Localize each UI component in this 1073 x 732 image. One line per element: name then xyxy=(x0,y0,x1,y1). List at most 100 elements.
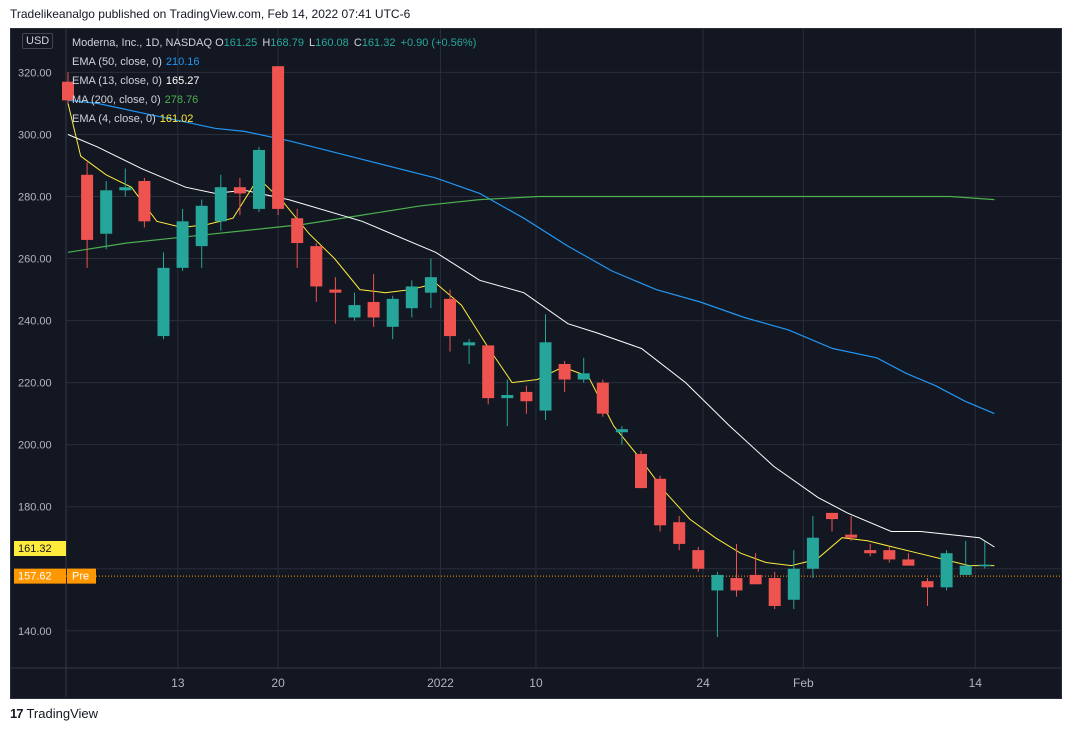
candle-body xyxy=(596,382,609,414)
indicator-value: 210.16 xyxy=(165,56,200,68)
ema50-line xyxy=(67,99,995,415)
candle-body xyxy=(310,246,323,287)
candle-body xyxy=(787,568,800,600)
indicator-label: MA (200, close, 0) xyxy=(72,94,161,106)
change-value: +0.90 (+0.56%) xyxy=(400,37,477,49)
candle-body xyxy=(692,550,705,569)
candle-body xyxy=(845,534,858,538)
candle-body xyxy=(100,190,113,234)
candle-body xyxy=(62,81,74,101)
candle-body xyxy=(539,342,552,411)
price-label-box xyxy=(14,541,66,556)
ma200-line xyxy=(67,195,995,253)
candle-body xyxy=(883,550,896,560)
indicator-label: EMA (4, close, 0) xyxy=(72,113,156,125)
y-tick-label: 180.00 xyxy=(18,502,52,514)
candle-body xyxy=(81,174,94,240)
x-tick-label: 14 xyxy=(969,676,983,690)
candle-body xyxy=(405,286,418,309)
candle-body xyxy=(501,395,514,399)
indicator-label: EMA (13, close, 0) xyxy=(72,75,162,87)
y-tick-label: 300.00 xyxy=(18,129,52,141)
low-label: L xyxy=(309,37,316,49)
symbol-name: Moderna, Inc., 1D, NASDAQ xyxy=(72,37,212,49)
indicator-row-ma200[interactable]: MA (200, close, 0) 278.76 xyxy=(72,91,478,110)
ema13-line xyxy=(67,134,995,548)
y-tick-label: 240.00 xyxy=(18,316,52,328)
price-label-text: 161.32 xyxy=(18,543,52,555)
candle-body xyxy=(959,565,972,575)
close-label: C xyxy=(353,37,362,49)
candle-body xyxy=(615,429,628,433)
publisher-header: Tradelikeanalgo published on TradingView… xyxy=(10,7,411,21)
candle-body xyxy=(806,537,819,569)
candle-body xyxy=(176,221,189,268)
x-tick-label: 20 xyxy=(271,676,285,690)
indicator-value: 165.27 xyxy=(165,75,200,87)
candle-body xyxy=(157,267,170,337)
candle-body xyxy=(826,512,838,520)
candle-body xyxy=(291,218,304,244)
candle-body xyxy=(978,564,991,567)
candle-body xyxy=(520,391,533,402)
indicator-row-ema50[interactable]: EMA (50, close, 0) 210.16 xyxy=(72,53,478,72)
y-tick-label: 220.00 xyxy=(18,378,52,390)
candle-body xyxy=(444,298,456,337)
candle-body xyxy=(214,187,227,222)
indicator-row-ema4[interactable]: EMA (4, close, 0) 161.02 xyxy=(72,110,478,129)
indicator-value: 161.02 xyxy=(159,113,194,125)
y-tick-label: 320.00 xyxy=(18,67,52,79)
candle-body xyxy=(348,305,361,318)
candle-body xyxy=(272,66,285,209)
candle-body xyxy=(233,187,246,194)
ema4-line xyxy=(67,103,995,567)
low-value: 160.08 xyxy=(315,37,349,49)
x-tick-label: 10 xyxy=(529,676,543,690)
x-tick-label: Feb xyxy=(793,676,814,690)
x-tick-label: 13 xyxy=(171,676,185,690)
high-label: H xyxy=(262,37,271,49)
x-tick-label: 24 xyxy=(696,676,710,690)
open-value: 161.25 xyxy=(223,37,258,49)
candle-body xyxy=(673,522,686,544)
candle-body xyxy=(119,187,132,191)
currency-badge[interactable]: USD xyxy=(22,33,54,49)
candle-body xyxy=(558,364,571,380)
tradingview-logo-icon: 17 xyxy=(10,706,24,721)
y-tick-label: 260.00 xyxy=(18,254,52,266)
candle-body xyxy=(463,342,476,346)
candle-body xyxy=(329,289,342,293)
open-label: O xyxy=(215,37,224,49)
chart-legend: Moderna, Inc., 1D, NASDAQ O161.25 H168.7… xyxy=(72,34,478,129)
candle-body xyxy=(768,578,781,606)
candle-body xyxy=(138,180,151,222)
candle-body xyxy=(577,373,590,380)
candle-body xyxy=(424,277,437,293)
candle-body xyxy=(635,453,647,489)
indicator-value: 278.76 xyxy=(164,94,199,106)
brand-name: TradingView xyxy=(26,706,99,721)
y-tick-label: 280.00 xyxy=(18,192,52,204)
candle-body xyxy=(864,550,877,554)
high-value: 168.79 xyxy=(270,37,304,49)
candle-body xyxy=(711,574,724,591)
close-value: 161.32 xyxy=(361,37,396,49)
indicator-row-ema13[interactable]: EMA (13, close, 0) 165.27 xyxy=(72,72,478,91)
price-label-box xyxy=(14,568,66,584)
candle-body xyxy=(921,581,934,588)
footer[interactable]: 17 TradingView xyxy=(10,706,98,721)
x-tick-label: 2022 xyxy=(427,676,454,690)
candle-body xyxy=(367,301,380,318)
candle-body xyxy=(730,578,743,591)
y-tick-label: 140.00 xyxy=(18,626,52,638)
candle-body xyxy=(654,478,667,526)
candle-body xyxy=(902,559,915,566)
candle-body xyxy=(749,574,762,585)
price-label-text: 157.62 xyxy=(18,571,52,583)
candle-body xyxy=(253,149,265,209)
candle-body xyxy=(940,553,953,588)
symbol-row[interactable]: Moderna, Inc., 1D, NASDAQ O161.25 H168.7… xyxy=(72,34,478,53)
indicator-label: EMA (50, close, 0) xyxy=(72,56,162,68)
pre-tag-box xyxy=(67,568,96,584)
